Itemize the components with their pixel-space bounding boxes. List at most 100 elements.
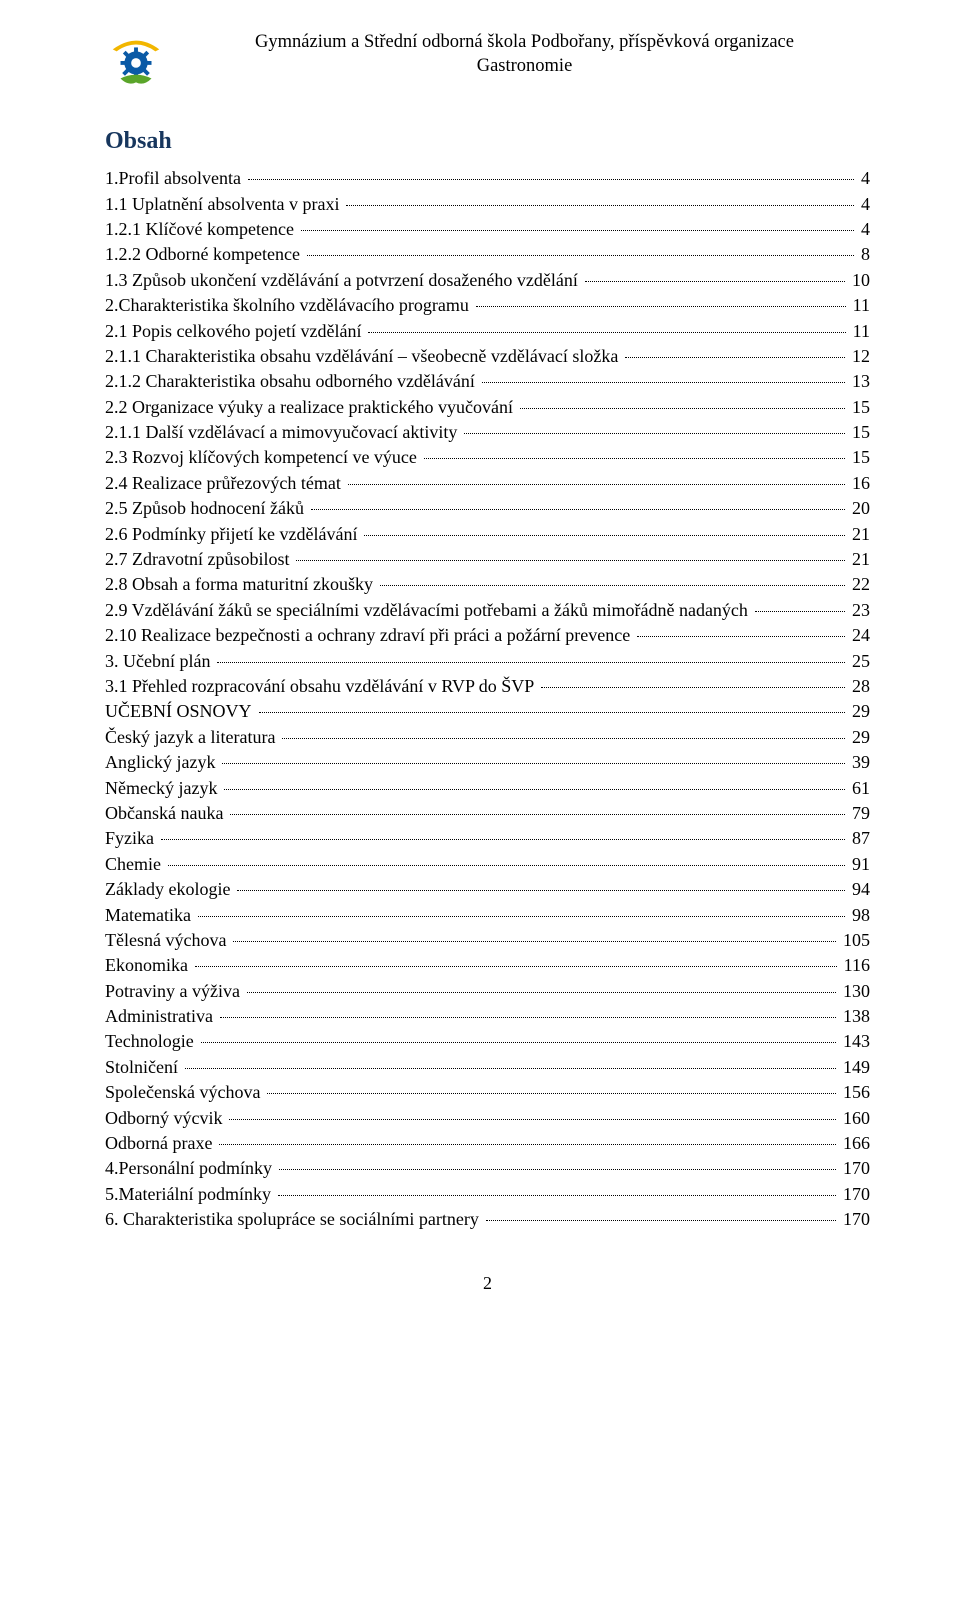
toc-entry[interactable]: 2.1.1 Další vzdělávací a mimovyučovací a… [105, 421, 870, 444]
toc-entry[interactable]: 2.7 Zdravotní způsobilost21 [105, 548, 870, 571]
toc-entry-page: 24 [848, 624, 870, 647]
toc-entry[interactable]: 5.Materiální podmínky170 [105, 1183, 870, 1206]
toc-entry[interactable]: UČEBNÍ OSNOVY29 [105, 700, 870, 723]
toc-entry[interactable]: 3. Učební plán25 [105, 650, 870, 673]
toc-entry[interactable]: 2.2 Organizace výuky a realizace praktic… [105, 396, 870, 419]
toc-leader [278, 1195, 836, 1196]
toc-entry-page: 156 [839, 1081, 870, 1104]
toc-entry[interactable]: 2.1 Popis celkového pojetí vzdělání11 [105, 320, 870, 343]
toc-entry-page: 116 [840, 954, 870, 977]
toc-leader [217, 662, 845, 663]
toc-entry-page: 21 [848, 523, 870, 546]
toc-entry[interactable]: 2.3 Rozvoj klíčových kompetencí ve výuce… [105, 446, 870, 469]
toc-entry[interactable]: 3.1 Přehled rozpracování obsahu vzdělává… [105, 675, 870, 698]
toc-entry[interactable]: 2.4 Realizace průřezových témat16 [105, 472, 870, 495]
toc-leader [301, 230, 854, 231]
toc-entry-label: Odborná praxe [105, 1132, 216, 1155]
toc-leader [224, 789, 845, 790]
toc-entry-label: 2.4 Realizace průřezových témat [105, 472, 345, 495]
toc-leader [237, 890, 845, 891]
toc-entry[interactable]: 6. Charakteristika spolupráce se sociáln… [105, 1208, 870, 1231]
toc-leader [364, 535, 845, 536]
toc-leader [248, 179, 854, 180]
toc-entry-page: 21 [848, 548, 870, 571]
toc-leader [185, 1068, 836, 1069]
toc-leader [380, 585, 845, 586]
toc-entry[interactable]: Základy ekologie94 [105, 878, 870, 901]
toc-entry[interactable]: 2.10 Realizace bezpečnosti a ochrany zdr… [105, 624, 870, 647]
toc-leader [368, 332, 845, 333]
toc-entry[interactable]: Chemie91 [105, 853, 870, 876]
toc-leader [229, 1119, 836, 1120]
toc-entry-page: 13 [848, 370, 870, 393]
toc-entry[interactable]: Administrativa138 [105, 1005, 870, 1028]
toc-leader [282, 738, 845, 739]
toc-entry-label: 2.Charakteristika školního vzdělávacího … [105, 294, 473, 317]
toc-entry-label: Tělesná výchova [105, 929, 230, 952]
toc-entry[interactable]: 2.1.2 Charakteristika obsahu odborného v… [105, 370, 870, 393]
toc-leader [220, 1017, 836, 1018]
toc-entry[interactable]: 2.Charakteristika školního vzdělávacího … [105, 294, 870, 317]
toc-entry[interactable]: 2.8 Obsah a forma maturitní zkoušky22 [105, 573, 870, 596]
toc-entry-label: Technologie [105, 1030, 198, 1053]
toc-entry-label: 3.1 Přehled rozpracování obsahu vzdělává… [105, 675, 538, 698]
toc-entry-page: 4 [857, 193, 870, 216]
toc-entry-page: 12 [848, 345, 870, 368]
toc-entry-label: UČEBNÍ OSNOVY [105, 700, 256, 723]
toc-entry[interactable]: Odborná praxe 166 [105, 1132, 870, 1155]
toc-entry-page: 39 [848, 751, 870, 774]
toc-entry[interactable]: 2.1.1 Charakteristika obsahu vzdělávání … [105, 345, 870, 368]
toc-entry-page: 22 [848, 573, 870, 596]
toc-entry[interactable]: 1.2.2 Odborné kompetence8 [105, 243, 870, 266]
toc-entry-label: 2.1.1 Charakteristika obsahu vzdělávání … [105, 345, 622, 368]
toc-leader [279, 1169, 836, 1170]
toc-entry-page: 25 [848, 650, 870, 673]
toc-leader [259, 712, 845, 713]
toc-entry[interactable]: Stolničení149 [105, 1056, 870, 1079]
toc-entry[interactable]: Odborný výcvik160 [105, 1107, 870, 1130]
toc-entry-label: 1.3 Způsob ukončení vzdělávání a potvrze… [105, 269, 582, 292]
toc-entry[interactable]: Matematika98 [105, 904, 870, 927]
toc-title: Obsah [105, 126, 870, 157]
toc-entry-label: 2.6 Podmínky přijetí ke vzdělávání [105, 523, 361, 546]
toc-entry[interactable]: Potraviny a výživa130 [105, 980, 870, 1003]
toc-entry[interactable]: Ekonomika116 [105, 954, 870, 977]
toc-entry[interactable]: 1.Profil absolventa4 [105, 167, 870, 190]
toc-leader [296, 560, 845, 561]
toc-entry[interactable]: Český jazyk a literatura29 [105, 726, 870, 749]
toc-entry[interactable]: 2.5 Způsob hodnocení žáků20 [105, 497, 870, 520]
toc-entry-label: 2.1 Popis celkového pojetí vzdělání [105, 320, 365, 343]
toc-entry-label: 2.1.1 Další vzdělávací a mimovyučovací a… [105, 421, 461, 444]
toc-entry-page: 4 [857, 218, 870, 241]
toc-entry-label: Anglický jazyk [105, 751, 219, 774]
toc-entry-label: Matematika [105, 904, 195, 927]
toc-entry[interactable]: Technologie143 [105, 1030, 870, 1053]
toc-entry[interactable]: Občanská nauka79 [105, 802, 870, 825]
toc-entry[interactable]: 2.6 Podmínky přijetí ke vzdělávání 21 [105, 523, 870, 546]
toc-entry-label: Odborný výcvik [105, 1107, 226, 1130]
toc-entry[interactable]: Fyzika87 [105, 827, 870, 850]
toc-entry[interactable]: 1.2.1 Klíčové kompetence4 [105, 218, 870, 241]
toc-leader [161, 839, 845, 840]
toc-leader [247, 992, 836, 993]
toc-entry[interactable]: Tělesná výchova105 [105, 929, 870, 952]
toc-entry-label: Fyzika [105, 827, 158, 850]
school-logo-icon [105, 30, 167, 92]
toc-entry-label: 2.1.2 Charakteristika obsahu odborného v… [105, 370, 479, 393]
toc-entry-page: 20 [848, 497, 870, 520]
toc-entry-label: Stolničení [105, 1056, 182, 1079]
toc-entry-label: Potraviny a výživa [105, 980, 244, 1003]
toc-entry-page: 4 [857, 167, 870, 190]
toc-entry[interactable]: Německý jazyk61 [105, 777, 870, 800]
toc-leader [230, 814, 845, 815]
toc-entry[interactable]: 2.9 Vzdělávání žáků se speciálními vzděl… [105, 599, 870, 622]
toc-entry[interactable]: 1.3 Způsob ukončení vzdělávání a potvrze… [105, 269, 870, 292]
toc-leader [424, 458, 845, 459]
toc-entry[interactable]: 4.Personální podmínky170 [105, 1157, 870, 1180]
toc-entry-page: 166 [839, 1132, 870, 1155]
toc-entry[interactable]: Společenská výchova156 [105, 1081, 870, 1104]
toc-entry[interactable]: 1.1 Uplatnění absolventa v praxi4 [105, 193, 870, 216]
header-line-2: Gastronomie [179, 54, 870, 78]
toc-leader [348, 484, 845, 485]
toc-entry[interactable]: Anglický jazyk 39 [105, 751, 870, 774]
